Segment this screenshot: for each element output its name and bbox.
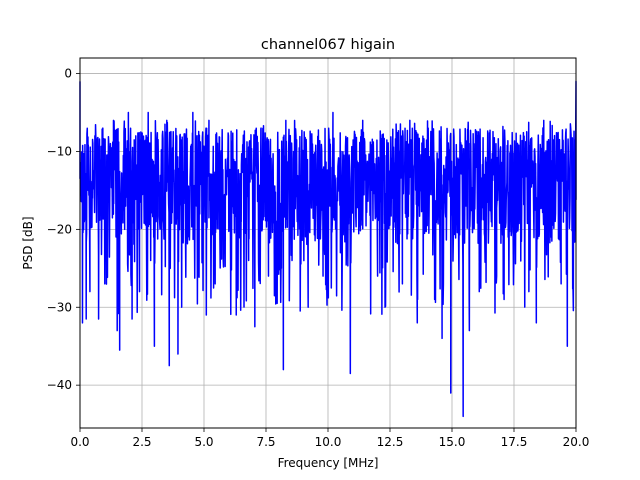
- plot-area: [79, 80, 577, 418]
- y-tick-label: −30: [47, 300, 72, 314]
- x-tick-label: 12.5: [377, 435, 404, 449]
- x-axis-label: Frequency [MHz]: [278, 456, 379, 470]
- x-tick-label: 10.0: [315, 435, 342, 449]
- y-tick-label: −20: [47, 222, 72, 236]
- y-tick-label: 0: [64, 67, 72, 81]
- chart-title: channel067 higain: [261, 37, 395, 53]
- psd-series-line: [79, 80, 577, 418]
- y-axis-label: PSD [dB]: [21, 216, 35, 269]
- y-axis-ticks: 0 −10 −20 −30 −40: [47, 67, 80, 392]
- x-tick-label: 5.0: [194, 435, 213, 449]
- x-tick-label: 7.5: [256, 435, 275, 449]
- y-tick-label: −40: [47, 378, 72, 392]
- x-tick-label: 15.0: [439, 435, 466, 449]
- x-tick-label: 17.5: [501, 435, 528, 449]
- x-axis-ticks: 0.0 2.5 5.0 7.5 10.0 12.5 15.0 17.5 20.0: [70, 428, 589, 449]
- y-tick-label: −10: [47, 144, 72, 158]
- x-tick-label: 20.0: [563, 435, 590, 449]
- x-tick-label: 2.5: [132, 435, 151, 449]
- x-tick-label: 0.0: [70, 435, 89, 449]
